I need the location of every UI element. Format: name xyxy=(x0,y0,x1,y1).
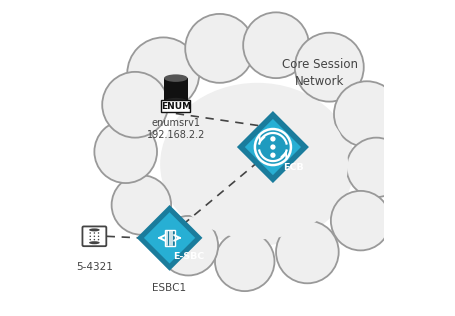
Text: Core Session
Network: Core Session Network xyxy=(282,58,358,88)
Circle shape xyxy=(98,235,99,237)
Text: ECB: ECB xyxy=(283,163,304,172)
Ellipse shape xyxy=(89,228,100,231)
Text: enumsrv1
192.168.2.2: enumsrv1 192.168.2.2 xyxy=(147,118,205,140)
Circle shape xyxy=(102,72,168,138)
Circle shape xyxy=(270,153,276,158)
Ellipse shape xyxy=(167,89,348,240)
Circle shape xyxy=(94,239,95,240)
Circle shape xyxy=(334,81,400,147)
Circle shape xyxy=(347,138,406,197)
Polygon shape xyxy=(245,119,301,175)
Circle shape xyxy=(215,232,274,291)
Ellipse shape xyxy=(89,241,100,244)
Circle shape xyxy=(98,232,99,234)
Circle shape xyxy=(98,239,99,240)
Text: E-SBC: E-SBC xyxy=(173,252,204,261)
Circle shape xyxy=(270,144,276,150)
Circle shape xyxy=(185,14,254,83)
Circle shape xyxy=(90,239,91,240)
Bar xyxy=(165,230,175,246)
Circle shape xyxy=(127,37,199,109)
Circle shape xyxy=(159,216,218,276)
Circle shape xyxy=(331,191,390,250)
Circle shape xyxy=(90,235,91,237)
Circle shape xyxy=(90,232,91,234)
Circle shape xyxy=(111,175,171,235)
Circle shape xyxy=(94,235,95,237)
Text: ESBC1: ESBC1 xyxy=(152,283,187,293)
Circle shape xyxy=(94,232,95,234)
Polygon shape xyxy=(144,212,195,264)
Ellipse shape xyxy=(160,83,354,246)
Circle shape xyxy=(295,33,364,102)
Circle shape xyxy=(276,221,339,283)
Circle shape xyxy=(243,12,309,78)
Polygon shape xyxy=(136,205,202,271)
FancyBboxPatch shape xyxy=(162,100,190,112)
Bar xyxy=(164,78,187,102)
Circle shape xyxy=(94,120,157,183)
Text: 5-4321: 5-4321 xyxy=(76,262,113,272)
Ellipse shape xyxy=(164,98,187,105)
Circle shape xyxy=(270,136,276,142)
Ellipse shape xyxy=(164,74,187,82)
Circle shape xyxy=(255,129,291,165)
Text: ENUM: ENUM xyxy=(161,101,191,111)
FancyBboxPatch shape xyxy=(82,227,106,246)
Polygon shape xyxy=(237,111,309,183)
